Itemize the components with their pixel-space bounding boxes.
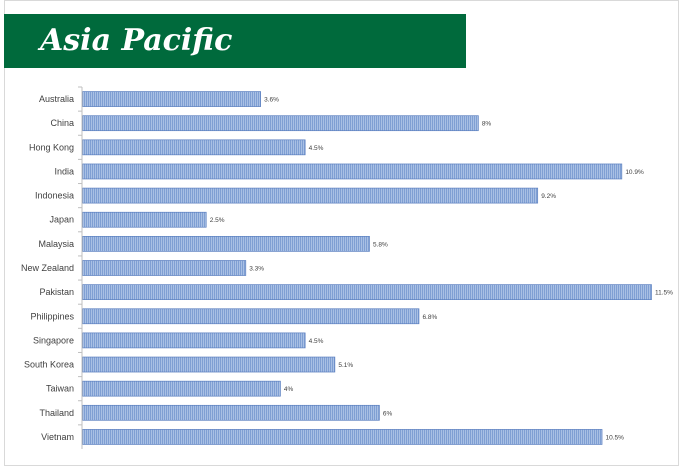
value-label: 5.8%: [373, 241, 388, 248]
value-label: 4.5%: [309, 145, 324, 152]
value-label: 10.9%: [625, 169, 644, 176]
bar-china: [82, 115, 479, 132]
bar-taiwan: [82, 380, 281, 397]
value-label: 9.2%: [541, 193, 556, 200]
value-label: 2.5%: [210, 217, 225, 224]
value-label: 4.5%: [309, 338, 324, 345]
value-label: 11.5%: [655, 290, 673, 297]
value-label: 5.1%: [338, 362, 353, 369]
bar-hong-kong: [82, 139, 306, 156]
category-label: Taiwan: [46, 384, 74, 394]
bar-malaysia: [82, 236, 370, 252]
bar-vietnam: [82, 429, 603, 445]
bar-thailand: [82, 404, 380, 421]
value-label: 6.8%: [422, 314, 437, 321]
bar-japan: [82, 211, 207, 228]
category-label: Australia: [39, 94, 74, 104]
category-label: Vietnam: [41, 432, 74, 442]
value-label: 6%: [383, 410, 393, 417]
category-label: India: [54, 166, 74, 176]
chart-title: Asia Pacific: [40, 23, 233, 58]
category-label: Thailand: [39, 408, 74, 418]
value-label: 4%: [284, 386, 294, 393]
bar-australia: [82, 91, 261, 107]
category-label: Indonesia: [35, 191, 74, 201]
title-banner: Asia Pacific: [4, 14, 466, 68]
bar-pakistan: [82, 284, 652, 300]
bar-singapore: [82, 332, 306, 349]
bar-south-korea: [82, 356, 336, 373]
category-label: Malaysia: [38, 239, 74, 249]
value-label: 8%: [482, 121, 492, 128]
category-label: Singapore: [33, 335, 74, 345]
category-label: China: [50, 118, 74, 128]
value-label: 3.6%: [264, 97, 279, 104]
category-label: Japan: [49, 215, 74, 225]
category-label: South Korea: [24, 360, 74, 370]
category-label: New Zealand: [21, 263, 74, 273]
category-label: Pakistan: [39, 287, 74, 297]
category-label: Philippines: [30, 311, 74, 321]
bar-indonesia: [82, 187, 539, 204]
bar-philippines: [82, 308, 420, 325]
category-label: Hong Kong: [29, 142, 74, 152]
value-label: 10.5%: [606, 434, 625, 441]
bar-new-zealand: [82, 260, 247, 276]
bar-india: [82, 163, 623, 180]
value-label: 3.3%: [249, 266, 264, 273]
